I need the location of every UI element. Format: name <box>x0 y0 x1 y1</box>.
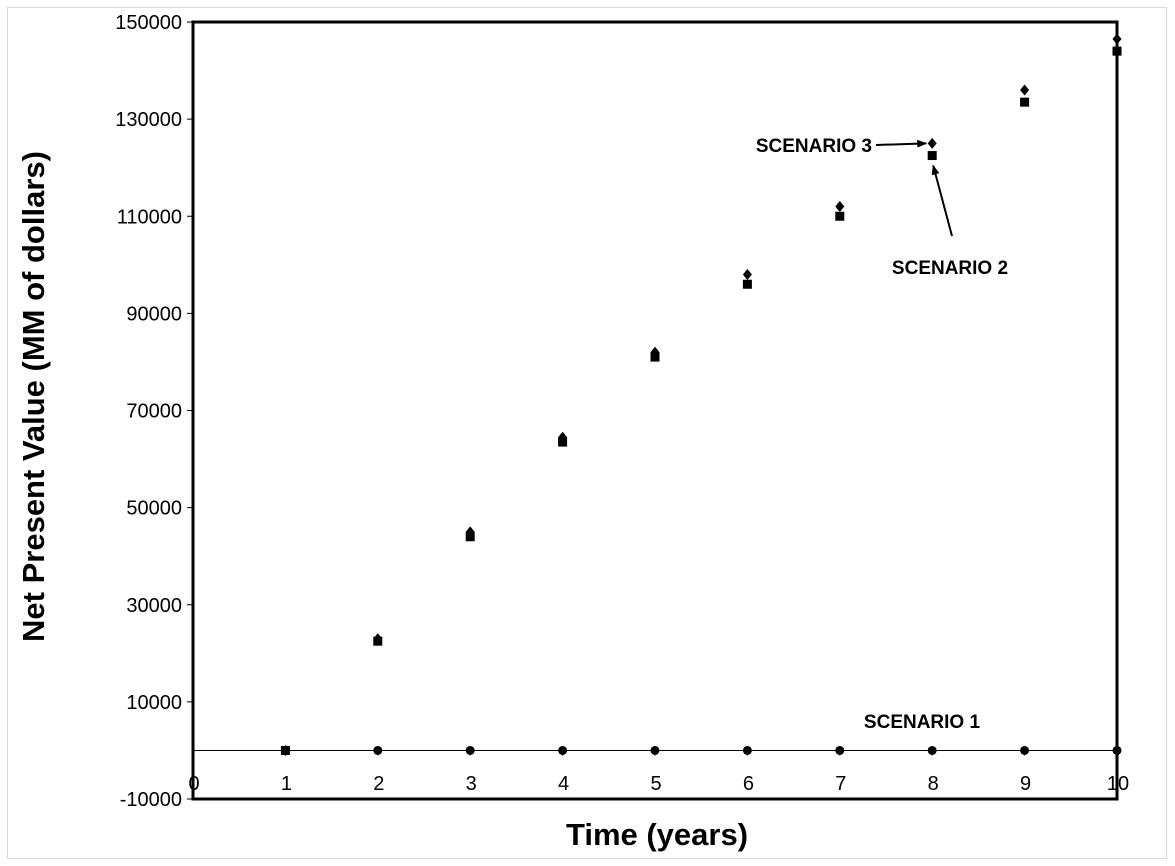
series-2-point <box>1113 47 1122 56</box>
y-axis-ticks: -10000 10000 30000 50000 70000 90000 110000 130… <box>115 12 193 811</box>
series-1-point <box>558 746 567 755</box>
annotation-scenario-3: SCENARIO 3 <box>756 136 872 157</box>
x-tick-label: 2 <box>373 773 384 795</box>
series-2-point <box>743 280 752 289</box>
series-3-point <box>743 269 752 280</box>
x-tick-label: 7 <box>835 773 846 795</box>
x-tick-label: 9 <box>1020 773 1031 795</box>
x-axis-ticks: 0 1 2 3 4 5 6 7 8 9 10 <box>188 750 1129 795</box>
y-tick-label: -10000 <box>120 789 182 811</box>
y-tick-label: 90000 <box>126 303 182 325</box>
y-tick-label: 10000 <box>126 692 182 714</box>
series-2-point <box>835 212 844 221</box>
y-tick-label: 150000 <box>115 12 182 34</box>
arrow-scenario-2 <box>933 166 952 236</box>
y-tick-label: 130000 <box>115 109 182 131</box>
series-1-point <box>835 746 844 755</box>
series-3-point <box>835 201 844 212</box>
series-3-point <box>928 138 937 149</box>
series-1-point <box>373 746 382 755</box>
series-2-point <box>1020 98 1029 107</box>
x-tick-label: 8 <box>928 773 939 795</box>
annotation-scenario-1: SCENARIO 1 <box>864 712 981 733</box>
series-1-point <box>928 746 937 755</box>
series-1-point <box>651 746 660 755</box>
series-1-point <box>743 746 752 755</box>
y-tick-label: 110000 <box>117 206 182 228</box>
y-tick-label: 30000 <box>126 595 182 617</box>
series-3-point <box>1020 84 1029 95</box>
y-axis-title: Net Present Value (MM of dollars) <box>16 151 51 642</box>
x-axis-title: Time (years) <box>566 817 748 852</box>
plot-area <box>193 22 1117 799</box>
series-1-point <box>1113 746 1122 755</box>
x-tick-label: 10 <box>1107 773 1129 795</box>
annotation-scenario-2: SCENARIO 2 <box>892 258 1008 279</box>
x-tick-label: 6 <box>743 773 754 795</box>
arrow-scenario-3 <box>876 143 926 145</box>
x-tick-label: 1 <box>281 773 292 795</box>
y-tick-label: 50000 <box>126 498 182 520</box>
series-1-point <box>466 746 475 755</box>
x-tick-label: 3 <box>466 773 477 795</box>
series-2-point <box>928 151 937 160</box>
annotations: SCENARIO 1 SCENARIO 2 SCENARIO 3 <box>756 136 1008 733</box>
x-tick-label: 4 <box>558 773 569 795</box>
x-tick-label: 0 <box>188 773 199 795</box>
x-tick-label: 5 <box>650 773 661 795</box>
data-points <box>281 33 1122 755</box>
series-3-point <box>1113 33 1122 44</box>
series-1-point <box>1020 746 1029 755</box>
y-tick-label: 70000 <box>126 401 182 423</box>
